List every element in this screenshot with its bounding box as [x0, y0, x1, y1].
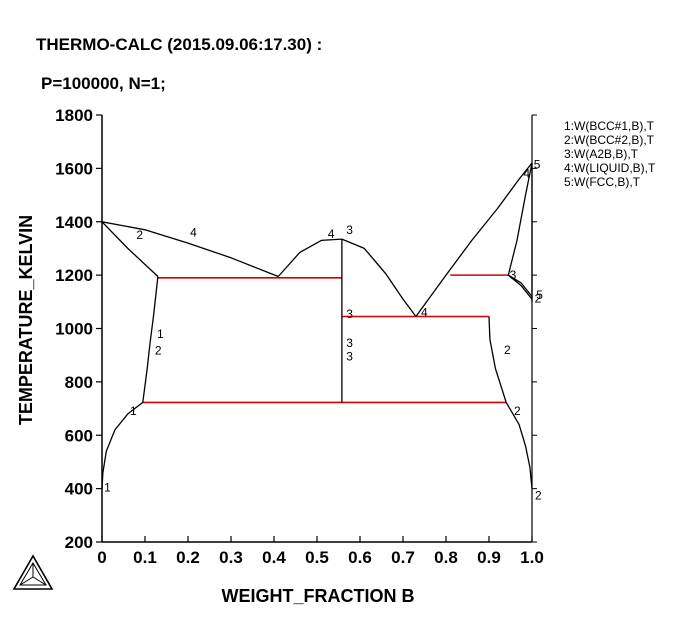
phase-boundary-curve-4	[415, 162, 533, 317]
x-tick-label: 0.6	[348, 548, 372, 567]
x-tick-label: 0.2	[176, 548, 200, 567]
x-tick-label: 0.8	[434, 548, 458, 567]
curve-number-label: 2	[535, 292, 542, 306]
y-tick-label: 600	[65, 426, 93, 445]
y-tick-label: 1000	[55, 320, 93, 339]
tie-lines	[142, 274, 509, 404]
curve-number-label: 3	[346, 336, 353, 350]
curve-number-label: 4	[328, 227, 335, 241]
curve-number-label: 3	[346, 307, 353, 321]
legend-entry: 1:W(BCC#1,B),T	[564, 119, 655, 133]
y-tick-label: 400	[65, 480, 93, 499]
plot-frame	[101, 115, 533, 543]
curve-number-label: 4	[421, 305, 428, 319]
curve-number-label: 3	[346, 223, 353, 237]
x-tick-label: 0.3	[219, 548, 243, 567]
curve-number-label: 4	[523, 167, 530, 181]
phase-boundary-curve-1	[101, 401, 144, 489]
chart-title: THERMO-CALC (2015.09.06:17.30) :	[36, 35, 323, 54]
curve-number-label: 2	[504, 343, 511, 357]
phase-boundary-curve-2	[505, 402, 533, 489]
phase-boundary-curve-4	[341, 238, 417, 317]
curve-number-label: 3	[510, 268, 517, 282]
curve-number-label: 3	[346, 350, 353, 364]
curve-number-label: 5	[534, 157, 541, 171]
curve-number-label: 5	[536, 288, 543, 302]
x-axis-title: WEIGHT_FRACTION B	[222, 586, 415, 606]
phase-boundary-curve-2	[142, 276, 159, 403]
curve-number-label: 2	[514, 404, 521, 418]
legend-entry: 4:W(LIQUID,B),T	[564, 161, 656, 175]
y-tick-label: 1600	[55, 159, 93, 178]
x-tick-label: 0.7	[391, 548, 415, 567]
phase-boundary-curve-2	[507, 274, 533, 300]
legend-entry: 5:W(FCC,B),T	[564, 175, 641, 189]
phase-boundary-curve-5	[507, 274, 533, 297]
y-tick-label: 1800	[55, 106, 93, 125]
curve-number-label: 2	[136, 228, 143, 242]
curve-number-label: 4	[190, 225, 197, 239]
curve-number-label: 2	[535, 488, 542, 502]
phase-boundary-curve-4	[101, 221, 279, 278]
curve-number-label: 2	[155, 343, 162, 357]
x-tick-label: 0.4	[262, 548, 286, 567]
curve-number-label: 1	[104, 480, 111, 494]
legend-entry: 3:W(A2B,B),T	[564, 147, 639, 161]
curve-number-label: 1	[157, 327, 164, 341]
y-tick-label: 200	[65, 533, 93, 552]
legend-entry: 2:W(BCC#2,B),T	[564, 133, 655, 147]
curve-number-label: 1	[130, 404, 137, 418]
thermo-calc-triangle-logo-icon	[12, 554, 54, 590]
x-tick-label: 1.0	[520, 548, 544, 567]
y-axis-title: TEMPERATURE_KELVIN	[16, 215, 36, 425]
x-tick-label: 0.9	[477, 548, 501, 567]
y-tick-label: 800	[65, 373, 93, 392]
phase-boundary-curve-4	[277, 238, 342, 277]
legend: 1:W(BCC#1,B),T2:W(BCC#2,B),T3:W(A2B,B),T…	[564, 119, 656, 189]
x-tick-label: 0.1	[133, 548, 157, 567]
y-tick-label: 1200	[55, 266, 93, 285]
phase-boundaries	[101, 162, 533, 489]
phase-boundary-curve-2	[488, 316, 507, 403]
x-tick-label: 0	[97, 548, 106, 567]
x-tick-label: 0.5	[305, 548, 329, 567]
phase-boundary-curve-2	[101, 221, 159, 277]
y-tick-label: 1400	[55, 213, 93, 232]
phase-boundary-curve-4	[507, 162, 533, 276]
chart-conditions: P=100000, N=1;	[41, 74, 166, 93]
axis-ticks: 0 0.1 0.2 0.3 0.4 0.5 0.6 0.7 0.8 0.9 1.0 200 400 600…	[55, 106, 544, 567]
